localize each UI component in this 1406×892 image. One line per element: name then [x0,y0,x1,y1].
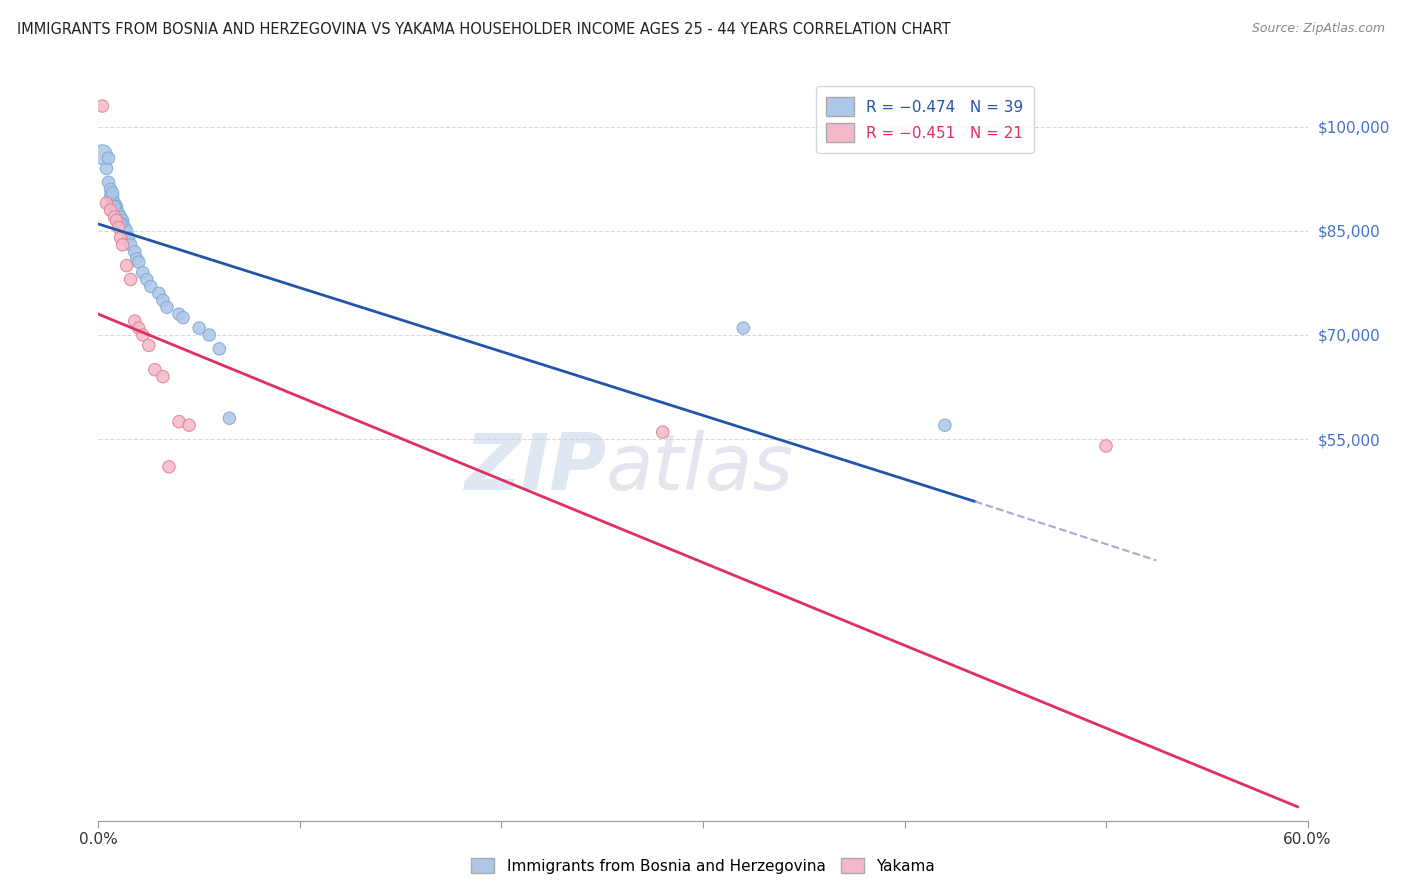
Point [934,418,956,433]
Point [118,231,141,245]
Point [172,310,194,325]
Text: atlas: atlas [606,431,794,507]
Point [105,203,128,218]
Point [156,300,179,314]
Point [132,328,155,343]
Point [100,203,122,218]
Point [120,237,142,252]
Point [124,244,146,259]
Point [103,210,125,224]
Point [152,293,174,308]
Point [188,321,211,335]
Point [128,321,150,335]
Point [103,196,125,211]
Point [167,307,190,321]
Point [101,189,124,203]
Legend: R = −0.474   N = 39, R = −0.451   N = 21: R = −0.474 N = 39, R = −0.451 N = 21 [815,87,1033,153]
Point [115,259,138,273]
Point [651,425,673,439]
Point [179,418,201,433]
Point [91,99,114,113]
Point [135,272,157,286]
Point [152,369,174,384]
Point [91,147,114,161]
Point [120,272,142,286]
Point [105,213,128,227]
Point [124,314,146,328]
Point [128,255,150,269]
Point [111,213,134,227]
Point [143,362,166,376]
Point [138,338,160,352]
Point [208,342,231,356]
Legend: Immigrants from Bosnia and Herzegovina, Yakama: Immigrants from Bosnia and Herzegovina, … [465,852,941,880]
Point [111,237,134,252]
Point [110,231,132,245]
Point [167,415,190,429]
Point [110,210,132,224]
Point [733,321,755,335]
Point [111,217,134,231]
Point [107,206,129,220]
Text: ZIP: ZIP [464,431,606,507]
Point [101,186,124,200]
Point [198,328,221,343]
Point [107,220,129,235]
Text: IMMIGRANTS FROM BOSNIA AND HERZEGOVINA VS YAKAMA HOUSEHOLDER INCOME AGES 25 - 44: IMMIGRANTS FROM BOSNIA AND HERZEGOVINA V… [17,22,950,37]
Point [100,182,122,196]
Point [114,220,136,235]
Point [125,252,148,266]
Point [218,411,240,425]
Text: Source: ZipAtlas.com: Source: ZipAtlas.com [1251,22,1385,36]
Point [105,200,128,214]
Point [139,279,162,293]
Point [115,224,138,238]
Point [110,217,132,231]
Point [100,189,122,203]
Point [103,200,125,214]
Point [97,175,120,189]
Point [96,196,118,211]
Point [157,459,180,474]
Point [132,266,155,280]
Point [97,151,120,165]
Point [1095,439,1118,453]
Point [96,161,118,176]
Point [148,286,170,301]
Point [101,196,124,211]
